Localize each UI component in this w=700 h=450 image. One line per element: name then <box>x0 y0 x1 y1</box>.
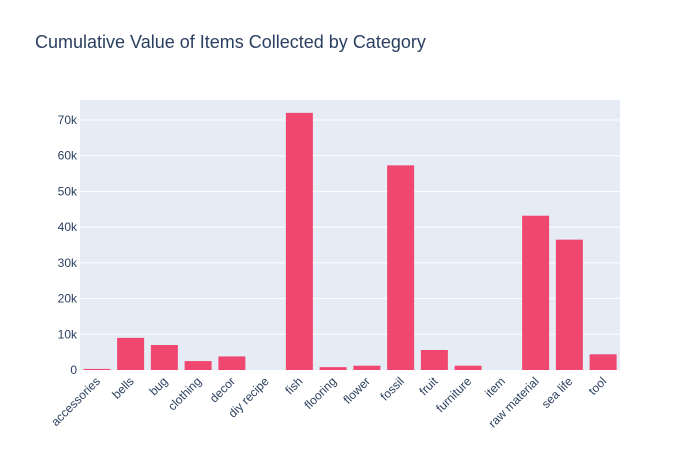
y-tick-label: 70k <box>58 113 78 127</box>
y-axis-ticks: 0 10k 20k 30k 40k 50k 60k 70k <box>58 113 78 377</box>
y-tick-label: 30k <box>58 256 78 270</box>
y-tick-label: 20k <box>58 292 78 306</box>
x-tick-label: flower <box>340 374 373 407</box>
bar-tool <box>589 354 617 370</box>
bar-fish <box>285 112 313 370</box>
bar-accessories <box>83 368 111 370</box>
x-tick-label: sea life <box>539 374 576 411</box>
bar-furniture <box>454 365 482 370</box>
x-tick-label: bells <box>109 374 136 401</box>
bar-decor <box>218 356 246 370</box>
x-tick-label: bug <box>146 374 170 398</box>
x-tick-label: accessories <box>48 374 103 429</box>
bar-flooring <box>319 367 347 370</box>
bars <box>83 112 617 370</box>
bar-bells <box>117 337 145 370</box>
bar-raw-material <box>522 215 550 370</box>
x-tick-label: decor <box>207 374 238 405</box>
x-tick-label: flooring <box>302 374 340 412</box>
y-tick-label: 40k <box>58 220 78 234</box>
x-tick-label: fish <box>282 374 305 397</box>
x-tick-label: furniture <box>433 374 474 415</box>
y-tick-label: 60k <box>58 149 78 163</box>
x-tick-label: fossil <box>378 374 407 403</box>
y-tick-label: 10k <box>58 327 78 341</box>
bar-fossil <box>387 165 415 370</box>
bar-clothing <box>184 361 212 370</box>
y-tick-label: 50k <box>58 184 78 198</box>
bar-bug <box>150 345 178 370</box>
bar-sea-life <box>555 239 583 370</box>
x-tick-label: tool <box>586 374 610 398</box>
x-tick-label: clothing <box>165 374 204 413</box>
bar-fruit <box>420 350 448 370</box>
y-tick-label: 0 <box>70 363 77 377</box>
x-tick-label: fruit <box>416 374 441 399</box>
x-tick-label: item <box>482 374 508 400</box>
bar-flower <box>353 365 381 370</box>
chart-title: Cumulative Value of Items Collected by C… <box>35 32 426 52</box>
